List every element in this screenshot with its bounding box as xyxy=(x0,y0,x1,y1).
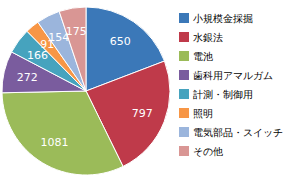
legend-label: その他 xyxy=(193,146,223,157)
data-label: 1081 xyxy=(41,136,69,149)
legend-label: 電池 xyxy=(193,51,213,62)
legend-label: 計測・制御用 xyxy=(193,89,253,100)
chart: 650797108127216691154175小規模金採掘水銀法電池歯科用アマ… xyxy=(0,0,302,178)
data-label: 272 xyxy=(17,71,38,84)
data-label: 650 xyxy=(110,35,131,48)
pie-slice xyxy=(2,91,123,175)
data-labels: 650797108127216691154175 xyxy=(17,25,153,149)
legend-swatch xyxy=(179,70,189,80)
legend-label: 水銀法 xyxy=(193,32,223,43)
legend-swatch xyxy=(179,13,189,23)
legend-label: 電気部品・スイッチ xyxy=(193,127,283,138)
legend-swatch xyxy=(179,108,189,118)
legend-swatch xyxy=(179,89,189,99)
legend-swatch xyxy=(179,51,189,61)
legend-swatch xyxy=(179,127,189,137)
legend-swatch xyxy=(179,32,189,42)
data-label: 797 xyxy=(132,107,153,120)
legend-label: 歯科用アマルガム xyxy=(193,70,273,81)
data-label: 175 xyxy=(66,25,87,38)
pie xyxy=(2,7,170,175)
pie-slice xyxy=(59,7,86,91)
legend-swatch xyxy=(179,146,189,156)
legend: 小規模金採掘水銀法電池歯科用アマルガム計測・制御用照明電気部品・スイッチその他 xyxy=(179,13,283,157)
legend-label: 照明 xyxy=(193,108,213,119)
legend-label: 小規模金採掘 xyxy=(193,13,253,24)
